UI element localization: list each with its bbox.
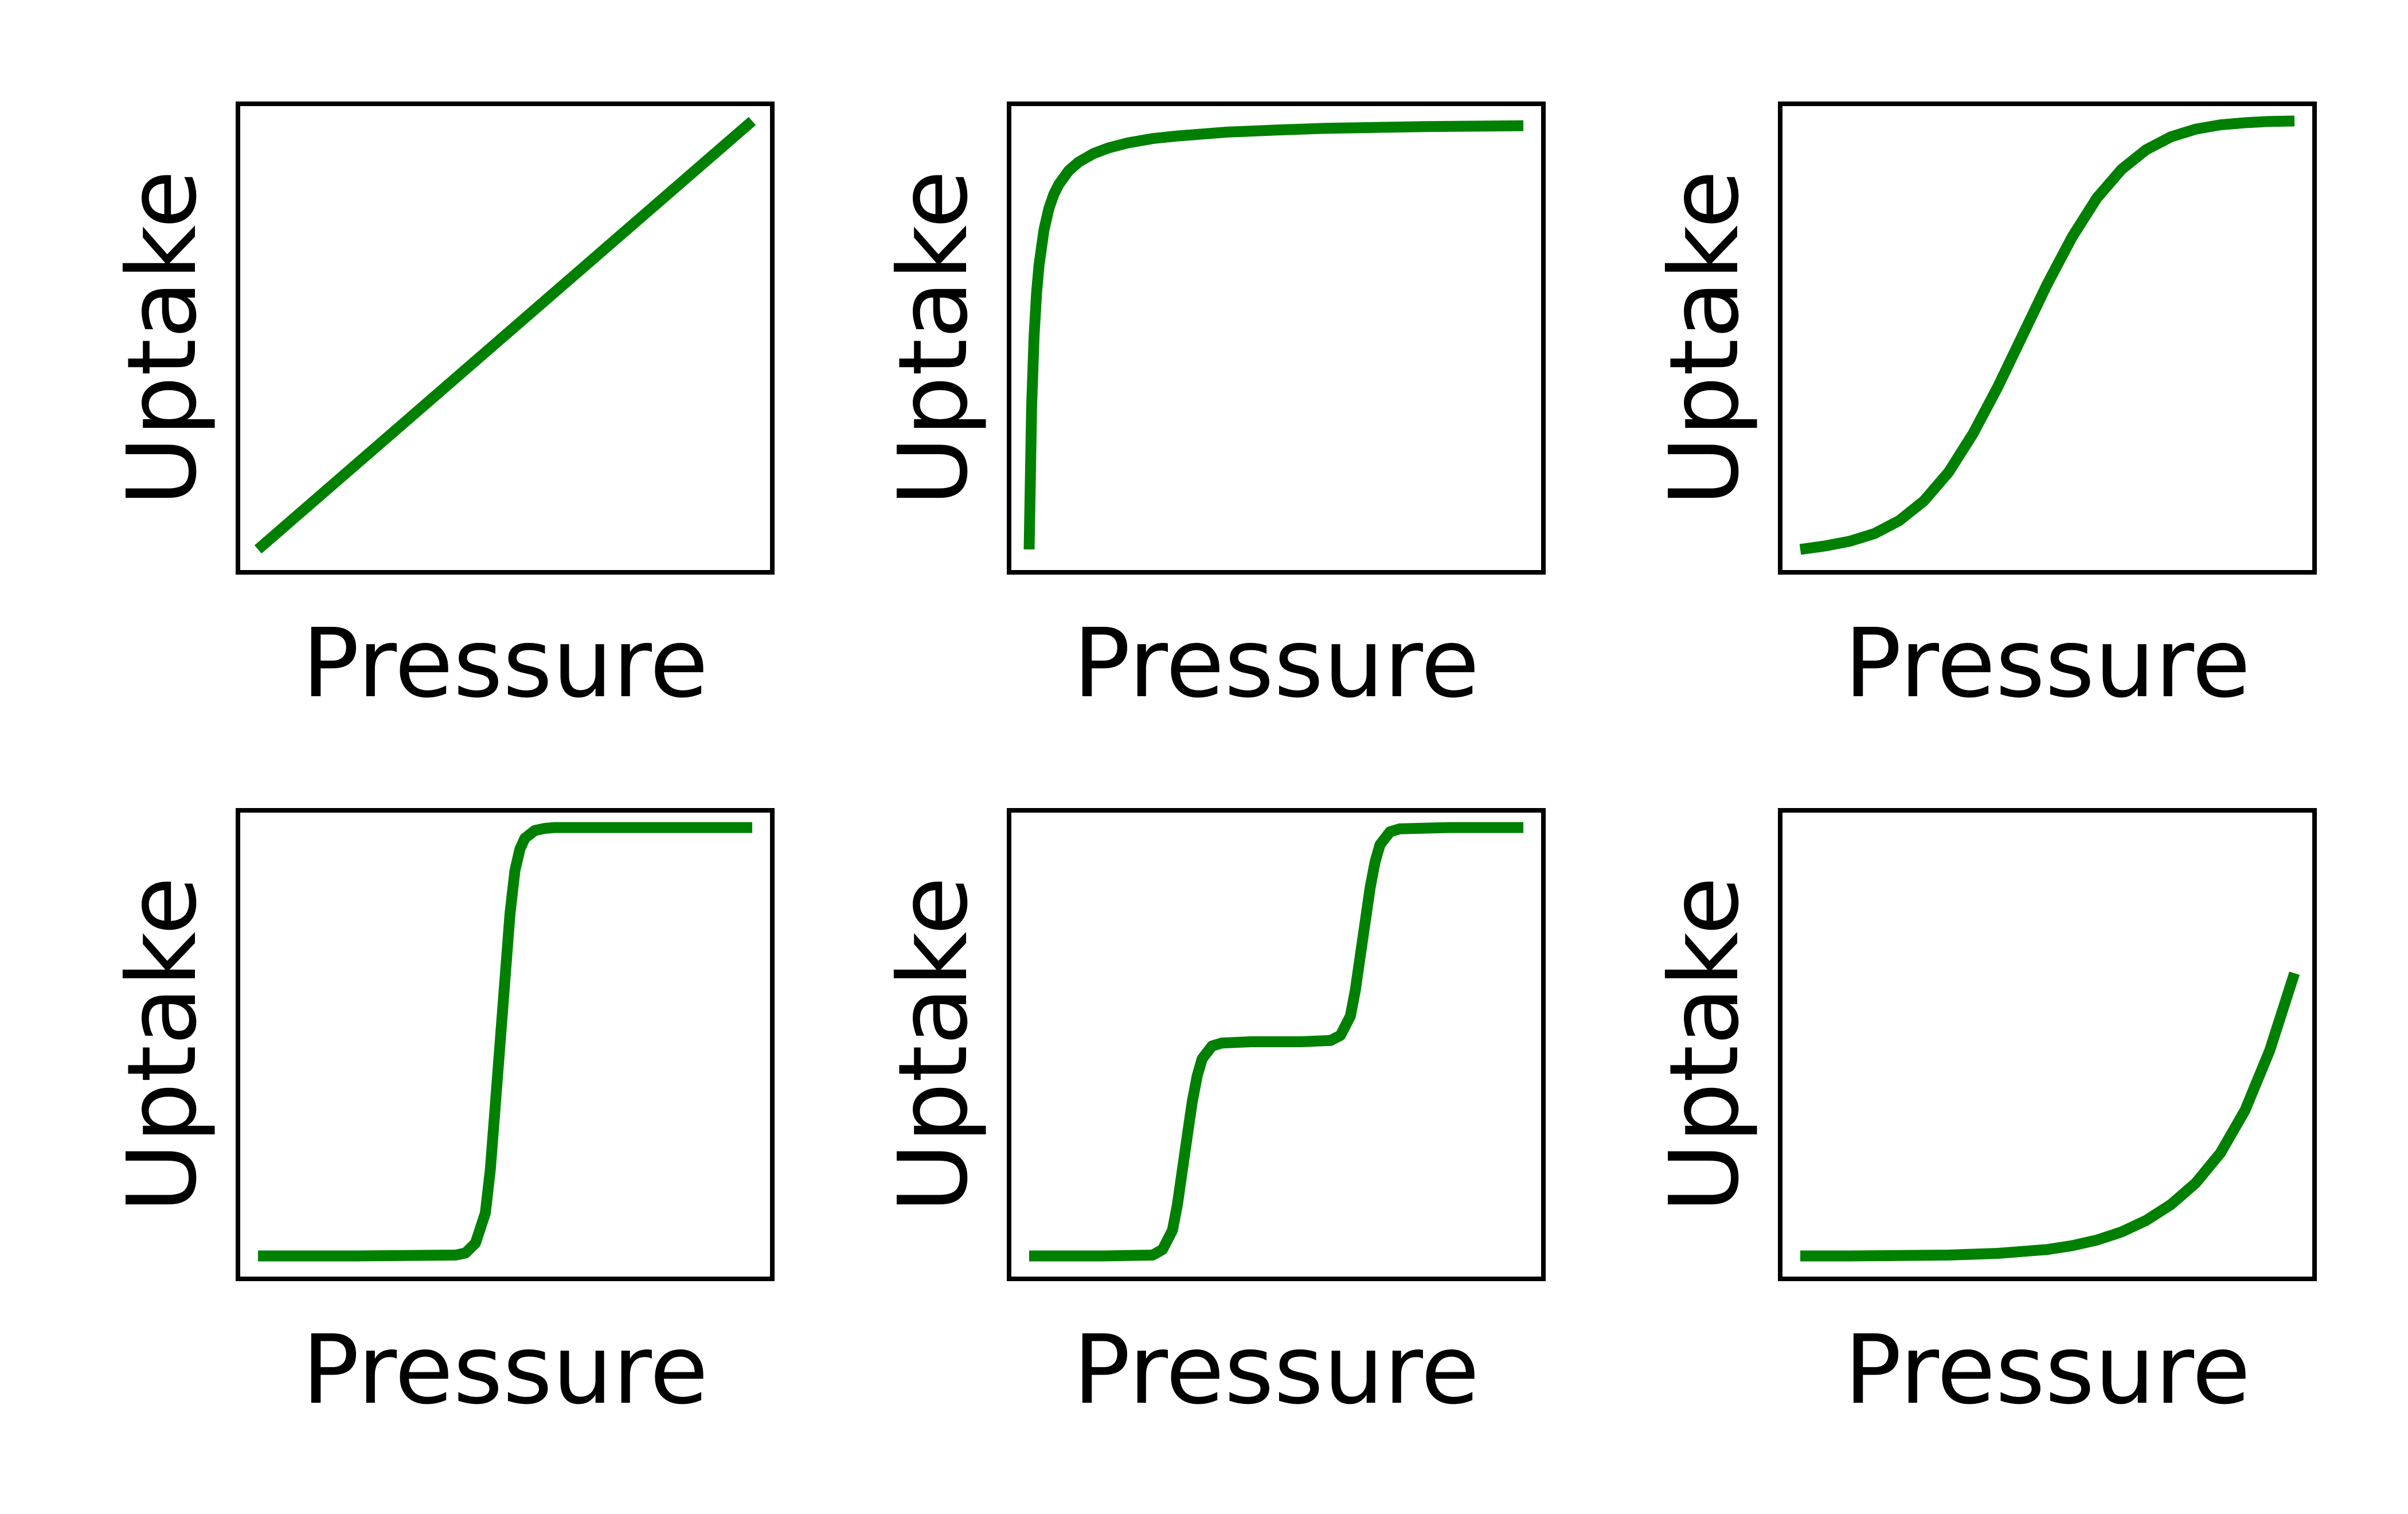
y-axis-label: Uptake (878, 876, 989, 1212)
subplot-6: Pressure Uptake (1649, 808, 2317, 1426)
y-axis-label: Uptake (1649, 170, 1760, 506)
subplot-4: Pressure Uptake (107, 808, 775, 1426)
series-line-1 (1800, 971, 2300, 1262)
subplot-1: Pressure Uptake (107, 102, 775, 719)
x-axis-label: Pressure (1073, 1315, 1480, 1426)
x-axis-label: Pressure (302, 608, 709, 719)
series-line-1 (1023, 120, 1524, 550)
axes-frame (236, 808, 775, 1281)
series-line-1 (254, 116, 756, 554)
axes-frame (1778, 808, 2317, 1281)
x-axis-label: Pressure (1844, 608, 2251, 719)
x-axis-label: Pressure (1844, 1315, 2251, 1426)
y-axis-label: Uptake (107, 170, 218, 506)
y-axis-label: Uptake (107, 876, 218, 1212)
y-axis-label: Uptake (1649, 876, 1760, 1212)
x-axis-label: Pressure (1073, 608, 1480, 719)
axes-frame (236, 102, 775, 575)
subplot-2: Pressure Uptake (878, 102, 1546, 719)
series-line-1 (1799, 115, 2295, 555)
y-axis-label: Uptake (878, 170, 989, 506)
subplot-grid: Pressure Uptake Pressure Uptake Pressure Upta… (107, 102, 2317, 1426)
x-axis-label: Pressure (302, 1315, 709, 1426)
series-line-1 (258, 822, 752, 1262)
subplot-5: Pressure Uptake (878, 808, 1546, 1426)
axes-frame (1007, 808, 1546, 1281)
series-line-1 (1029, 822, 1523, 1262)
axes-frame (1007, 102, 1546, 575)
subplot-3: Pressure Uptake (1649, 102, 2317, 719)
axes-frame (1778, 102, 2317, 575)
